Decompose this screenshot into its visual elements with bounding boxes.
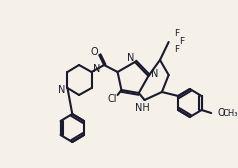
Text: O: O <box>91 47 98 57</box>
Text: N: N <box>127 53 135 63</box>
Text: N: N <box>93 64 100 74</box>
Text: F: F <box>180 37 185 47</box>
Text: N: N <box>58 85 65 95</box>
Text: N: N <box>150 69 158 79</box>
Text: O: O <box>217 108 225 118</box>
Text: CH₃: CH₃ <box>223 109 238 117</box>
Text: F: F <box>174 30 179 38</box>
Text: NH: NH <box>135 103 150 113</box>
Text: Cl: Cl <box>107 94 117 104</box>
Text: F: F <box>174 46 179 54</box>
